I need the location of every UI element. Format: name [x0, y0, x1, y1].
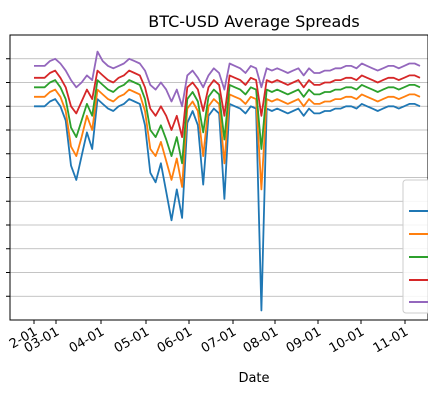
series-line-2 [34, 88, 421, 191]
legend [402, 179, 428, 314]
series-line-3 [34, 79, 421, 165]
x-tick-label: 06-01 [155, 324, 195, 356]
chart-title: BTC-USD Average Spreads [148, 12, 360, 31]
x-axis-label: Date [238, 371, 269, 386]
y-ticks [6, 58, 10, 297]
legend-entries [409, 210, 428, 303]
legend-box [402, 179, 428, 314]
series-lines [34, 50, 421, 312]
x-tick-label: 07-01 [199, 324, 239, 356]
x-tick-label: 08-01 [241, 324, 281, 356]
x-tick-label: 11-01 [371, 324, 411, 356]
x-tick-label: 04-01 [67, 324, 107, 356]
x-tick-label: 05-01 [112, 324, 152, 356]
x-tick-label: 09-01 [284, 324, 324, 356]
series-line-5 [34, 50, 421, 108]
x-tick-label: 10-01 [327, 324, 367, 356]
series-line-4 [34, 69, 421, 139]
series-line-1 [34, 98, 421, 312]
